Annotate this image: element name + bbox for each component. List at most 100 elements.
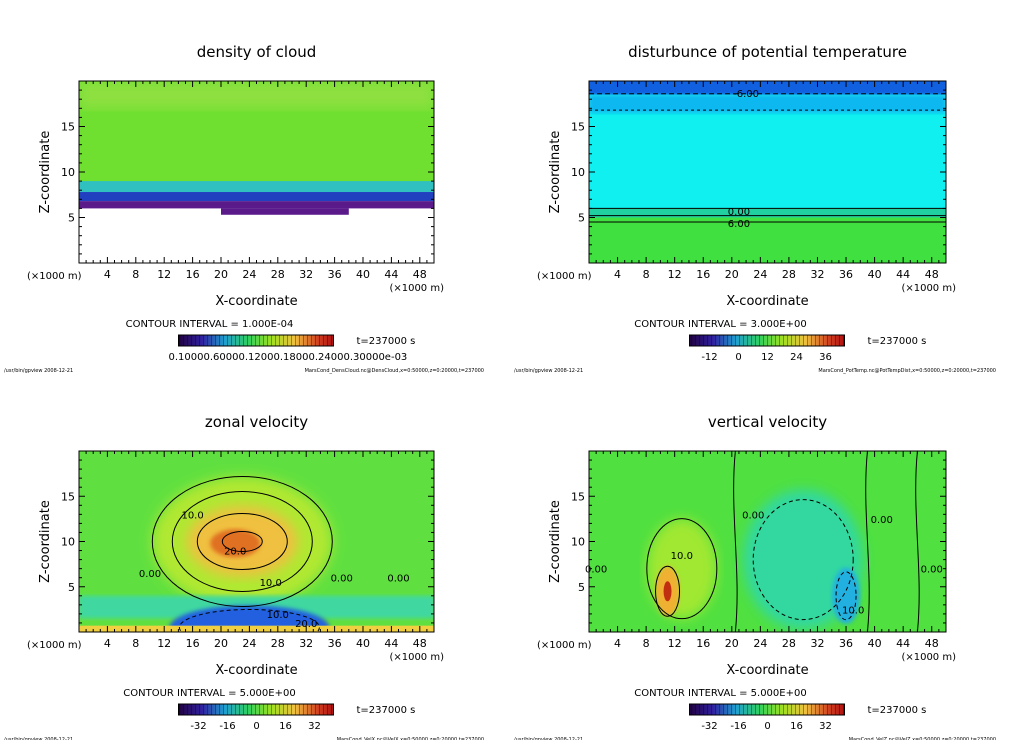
contour-interval: CONTOUR INTERVAL = 5.000E+00 [634, 688, 806, 699]
x-tick-label: 20 [214, 637, 228, 650]
x-tick-label: 16 [696, 268, 710, 281]
surface-band [79, 625, 434, 632]
footer-right: MarsCond_VelZ.nc@VelZ,x=0:50000,z=0:2000… [849, 737, 996, 740]
y-tick-label: 15 [61, 121, 75, 134]
y-tick-label: 10 [61, 166, 75, 179]
y-axis-label: Z-coordinate [38, 500, 53, 583]
x-tick-label: 48 [413, 268, 427, 281]
x-tick-label: 24 [753, 637, 767, 650]
cloud-layer [79, 192, 434, 202]
x-tick-label: 40 [356, 268, 370, 281]
colorbar-tick: -16 [730, 721, 746, 732]
contour-label: 10.0 [671, 551, 693, 562]
top-band [589, 81, 946, 95]
x-tick-label: 28 [271, 637, 285, 650]
colorbar-tick: -12 [701, 352, 717, 363]
contour-label: 0.00 [921, 565, 943, 576]
x-tick-label: 8 [132, 637, 139, 650]
field [79, 81, 434, 263]
colorbar-tick: -16 [219, 721, 235, 732]
band [589, 208, 946, 218]
x-tick-label: 12 [668, 637, 682, 650]
x-axis-label: X-coordinate [726, 663, 808, 678]
x-tick-label: 4 [104, 637, 111, 650]
contour-label: 10.0 [842, 605, 864, 616]
contour-line [915, 451, 920, 632]
x-tick-label: 36 [328, 268, 342, 281]
x-tick-label: 44 [896, 268, 910, 281]
chart-title: vertical velocity [708, 413, 827, 431]
colorbar-tick: 0 [764, 721, 770, 732]
x-axis-label: X-coordinate [215, 663, 297, 678]
x-tick-label: 32 [299, 268, 313, 281]
contour-label: 0.00 [139, 569, 161, 580]
colorbar-tick: 12 [761, 352, 774, 363]
x-tick-label: 12 [157, 637, 171, 650]
x-tick-label: 32 [299, 637, 313, 650]
x-unit-right: (×1000 m) [901, 283, 956, 294]
chart-title: disturbunce of potential temperature [628, 43, 907, 61]
contour-line [835, 571, 857, 621]
time-label: t=237000 s [868, 705, 927, 716]
y-tick-label: 5 [578, 212, 585, 225]
chart-title: density of cloud [197, 43, 317, 61]
contour-label: 0.00 [585, 565, 607, 576]
footer-left: /usr/bin/gpview 2008-12-21 [4, 737, 73, 740]
x-unit-right: (×1000 m) [389, 652, 444, 663]
x-tick-label: 44 [384, 268, 398, 281]
cloud-upper [79, 81, 434, 109]
x-axis-label: X-coordinate [726, 294, 808, 309]
x-tick-label: 32 [810, 637, 824, 650]
x-tick-label: 48 [925, 268, 939, 281]
contour-line [221, 531, 263, 552]
colorbar-tick: 0 [735, 352, 741, 363]
time-label: t=237000 s [357, 705, 416, 716]
colorbar-stripes [689, 335, 845, 346]
x-tick-label: 28 [782, 268, 796, 281]
x-tick-label: 8 [643, 268, 650, 281]
y-tick-label: 15 [571, 121, 585, 134]
contour-label: 10.0 [267, 610, 289, 621]
panel-2: disturbunce of potential temperature -6.0… [514, 43, 996, 374]
panel-3: zonal velocity 10.0 20.0 10.0 0.00 0.00 0.00 10… [4, 413, 484, 740]
y-tick-label: 5 [578, 581, 585, 594]
x-tick-label: 16 [696, 637, 710, 650]
x-tick-label: 48 [925, 637, 939, 650]
footer-left: /usr/bin/gpview 2008-12-21 [514, 737, 583, 740]
footer-left: /usr/bin/gpview 2008-12-21 [514, 368, 583, 374]
time-label: t=237000 s [357, 336, 416, 347]
field [589, 451, 946, 632]
cloud-base [221, 208, 349, 215]
chart-title: zonal velocity [205, 413, 308, 431]
x-unit-left: (×1000 m) [537, 640, 592, 651]
footer-right: MarsCond_PotTemp.nc@PotTempDist,x=0:5000… [818, 368, 996, 374]
x-tick-label: 4 [104, 268, 111, 281]
contour-line [171, 491, 313, 592]
x-tick-label: 28 [782, 637, 796, 650]
contour-label: 0.00 [728, 207, 750, 218]
contour-line [865, 451, 870, 632]
colorbar-stripes [178, 704, 334, 715]
contour-label: 6.00 [728, 219, 750, 230]
footer-right: MarsCond_VelX.nc@VelX,x=0:50000,z=0:2000… [337, 737, 484, 740]
band [589, 94, 946, 113]
x-tick-label: 20 [725, 637, 739, 650]
colorbar-tick: 32 [819, 721, 832, 732]
x-tick-label: 16 [186, 637, 200, 650]
x-unit-left: (×1000 m) [27, 271, 82, 282]
colorbar-tick: 16 [790, 721, 803, 732]
cloud-base [79, 201, 434, 209]
x-tick-label: 44 [896, 637, 910, 650]
contour-label: 0.00 [871, 515, 893, 526]
colorbar-tick: -32 [701, 721, 717, 732]
contour-label: 0.00 [331, 574, 353, 585]
x-tick-label: 8 [643, 637, 650, 650]
x-unit-left: (×1000 m) [537, 271, 592, 282]
y-tick-label: 10 [61, 536, 75, 549]
x-unit-left: (×1000 m) [27, 640, 82, 651]
x-tick-label: 12 [157, 268, 171, 281]
x-tick-label: 36 [839, 268, 853, 281]
footer-right: MarsCond_DensCloud.nc@DensCloud,x=0:5000… [305, 368, 484, 374]
